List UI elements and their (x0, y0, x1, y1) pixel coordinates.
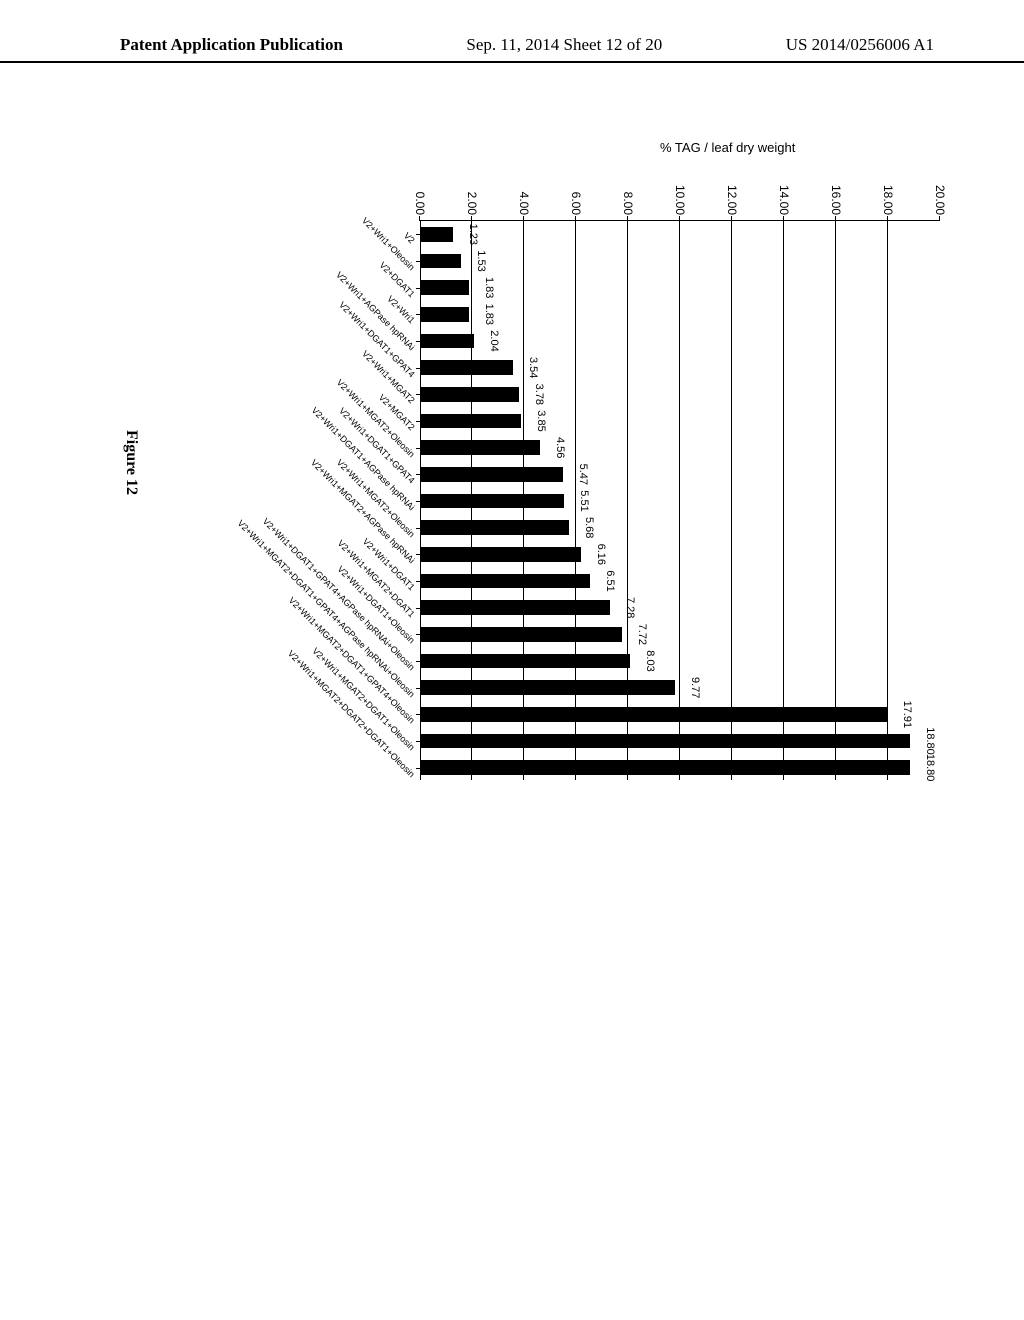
bar-value-label: 18.80 (924, 727, 936, 755)
y-tick-label: 10.00 (673, 185, 687, 221)
plot-area: 0.002.004.006.008.0010.0012.0014.0016.00… (420, 220, 940, 780)
rotated-figure-container: % TAG / leaf dry weight 0.002.004.006.00… (0, 170, 940, 1020)
gridline (575, 221, 576, 780)
bar (421, 254, 461, 269)
y-tick-label: 18.00 (881, 185, 895, 221)
bar-value-label: 1.53 (475, 250, 487, 271)
bar-value-label: 2.04 (488, 330, 500, 351)
bar-value-label: 3.85 (535, 410, 547, 431)
bar (421, 467, 563, 482)
y-tick-label: 12.00 (725, 185, 739, 221)
bar-value-label: 17.91 (901, 701, 913, 729)
page-header: Patent Application Publication Sep. 11, … (0, 35, 1024, 63)
bar-value-label: 9.77 (689, 677, 701, 698)
gridline (627, 221, 628, 780)
bar-value-label: 6.16 (595, 544, 607, 565)
bar-value-label: 1.23 (467, 224, 479, 245)
y-tick-label: 14.00 (777, 185, 791, 221)
bar-value-label: 6.51 (604, 570, 616, 591)
y-tick-label: 0.00 (413, 192, 427, 221)
bar (421, 600, 610, 615)
bar (421, 734, 910, 749)
bar-value-label: 5.47 (577, 464, 589, 485)
bar-value-label: 7.28 (624, 597, 636, 618)
bar (421, 387, 519, 402)
bar (421, 520, 569, 535)
bar-value-label: 5.51 (578, 490, 590, 511)
bar (421, 707, 887, 722)
gridline (783, 221, 784, 780)
y-tick-label: 2.00 (465, 192, 479, 221)
y-tick-label: 16.00 (829, 185, 843, 221)
bar (421, 654, 630, 669)
bar (421, 227, 453, 242)
gridline (731, 221, 732, 780)
figure-caption: Figure 12 (122, 430, 140, 495)
y-tick-label: 4.00 (517, 192, 531, 221)
bar (421, 680, 675, 695)
bar (421, 334, 474, 349)
bar-value-label: 4.56 (554, 437, 566, 458)
bar (421, 307, 469, 322)
bar (421, 494, 564, 509)
bar (421, 547, 581, 562)
bar-value-label: 3.78 (533, 384, 545, 405)
y-axis-label: % TAG / leaf dry weight (660, 140, 795, 155)
bar (421, 280, 469, 295)
header-patent-number: US 2014/0256006 A1 (786, 35, 934, 55)
bar-value-label: 1.83 (483, 277, 495, 298)
gridline (679, 221, 680, 780)
gridline (887, 221, 888, 780)
bar-value-label: 1.83 (483, 304, 495, 325)
bar-value-label: 18.80 (924, 754, 936, 782)
bar (421, 414, 521, 429)
y-tick-label: 20.00 (933, 185, 947, 221)
bar (421, 440, 540, 455)
header-sheet-info: Sep. 11, 2014 Sheet 12 of 20 (466, 35, 662, 55)
bar-chart: % TAG / leaf dry weight 0.002.004.006.00… (380, 170, 940, 790)
y-tick-label: 6.00 (569, 192, 583, 221)
bar-value-label: 3.54 (527, 357, 539, 378)
bar-value-label: 7.72 (636, 624, 648, 645)
category-label: V2 (402, 227, 421, 246)
bar (421, 760, 910, 775)
bar (421, 360, 513, 375)
bar-value-label: 8.03 (644, 650, 656, 671)
bar (421, 574, 590, 589)
gridline (835, 221, 836, 780)
header-publication: Patent Application Publication (120, 35, 343, 55)
y-tick-label: 8.00 (621, 192, 635, 221)
bar (421, 627, 622, 642)
bar-value-label: 5.68 (583, 517, 595, 538)
